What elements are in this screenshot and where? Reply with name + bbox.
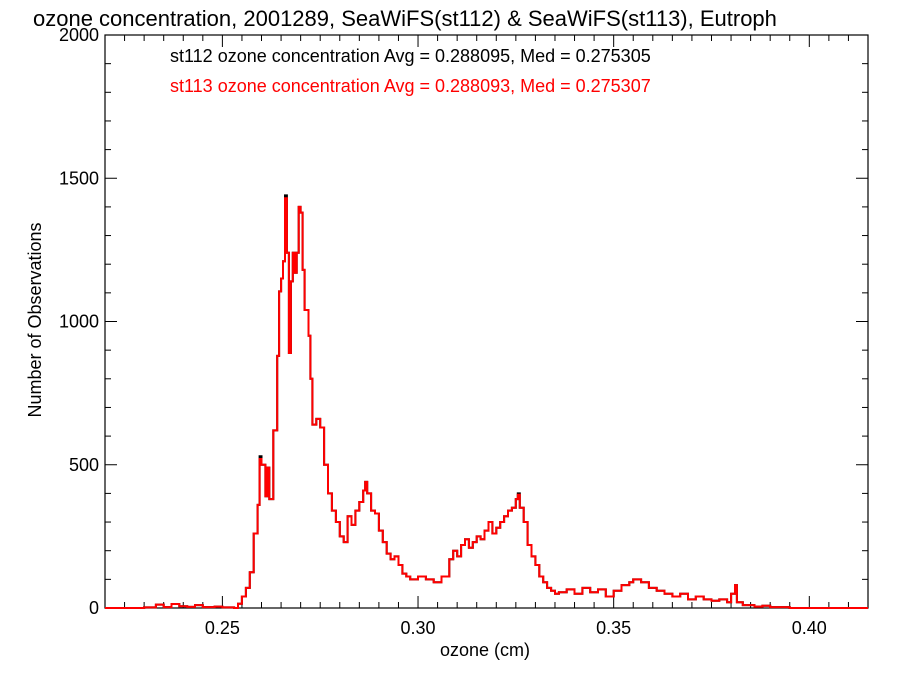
y-tick-label: 1000 (59, 312, 99, 332)
plot-border (104, 34, 869, 609)
y-tick-label: 2000 (59, 25, 99, 45)
annotation-st113: st113 ozone concentration Avg = 0.288093… (170, 76, 651, 96)
x-tick-label: 0.30 (401, 618, 436, 638)
x-tick-label: 0.40 (792, 618, 827, 638)
chart-title: ozone concentration, 2001289, SeaWiFS(st… (33, 6, 777, 31)
y-axis-ticks: 0 500 1000 1500 2000 (59, 25, 868, 618)
annotation-st112: st112 ozone concentration Avg = 0.288095… (170, 46, 651, 66)
series-line-0 (105, 194, 868, 609)
x-tick-label: 0.25 (205, 618, 240, 638)
y-tick-label: 1500 (59, 168, 99, 188)
series-layer (105, 194, 868, 609)
x-axis-label: ozone (cm) (440, 640, 530, 660)
x-axis-ticks: 0.25 0.30 0.35 0.40 (124, 35, 869, 638)
y-tick-label: 0 (89, 598, 99, 618)
series-line-1 (105, 197, 868, 609)
y-tick-label: 500 (69, 455, 99, 475)
plot-frame (104, 34, 869, 609)
y-axis-label: Number of Observations (25, 222, 45, 417)
x-tick-label: 0.35 (596, 618, 631, 638)
